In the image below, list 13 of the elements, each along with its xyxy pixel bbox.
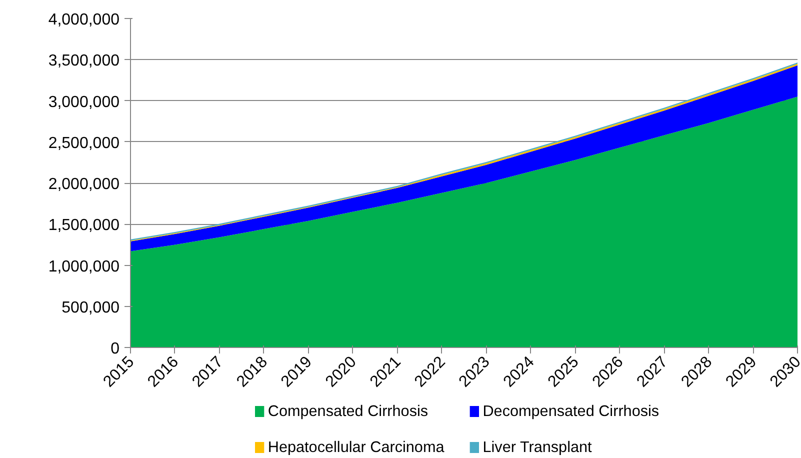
legend-label: Liver Transplant xyxy=(482,439,593,456)
legend-label: Decompensated Cirrhosis xyxy=(482,403,660,420)
legend-label: Hepatocellular Carcinoma xyxy=(268,439,445,456)
y-tick-label: 4,000,000 xyxy=(48,12,120,28)
y-tick-label: 500,000 xyxy=(62,299,120,316)
y-tick-label: 0 xyxy=(110,340,120,358)
legend-label: Compensated Cirrhosis xyxy=(268,403,428,420)
y-tick-label: 2,500,000 xyxy=(48,134,120,152)
y-tick-label: 3,500,000 xyxy=(48,52,120,70)
y-tick-label: 1,500,000 xyxy=(48,217,120,234)
y-tick-label: 1,000,000 xyxy=(48,258,120,276)
y-tick-label: 2,000,000 xyxy=(48,176,120,193)
y-tick-label: 3,000,000 xyxy=(48,94,120,111)
